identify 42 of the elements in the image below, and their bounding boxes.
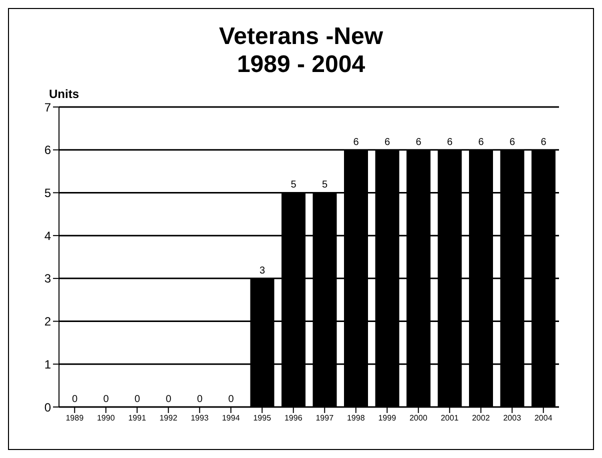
- x-tick-label: 1990: [96, 414, 116, 423]
- x-tick-label: 1998: [346, 414, 366, 423]
- data-label: 3: [259, 265, 266, 276]
- data-label: 6: [509, 136, 516, 148]
- data-label: 0: [134, 394, 140, 405]
- data-label: 5: [290, 180, 297, 191]
- data-label: 6: [478, 136, 484, 148]
- x-tick-label: 1993: [190, 414, 210, 423]
- data-label: 6: [446, 136, 453, 148]
- x-tick-label: 1997: [316, 414, 334, 423]
- data-label: 6: [540, 136, 547, 148]
- x-tick-label: 1996: [284, 414, 303, 423]
- x-tick-label: 2001: [440, 414, 460, 423]
- x-tick-label: 2004: [534, 414, 553, 423]
- data-label: 6: [384, 136, 390, 148]
- x-tick-label: 2000: [409, 414, 428, 423]
- x-tick-label: 1999: [378, 414, 397, 423]
- y-axis-title: Units: [49, 87, 79, 101]
- data-label: 0: [72, 394, 78, 405]
- x-tick-label: 1989: [66, 414, 84, 423]
- x-tick-label: 2002: [472, 414, 490, 423]
- data-label: 5: [322, 180, 328, 191]
- y-tick-label: 0: [44, 400, 52, 414]
- y-tick-label: 2: [44, 314, 52, 329]
- data-label: 0: [166, 394, 172, 405]
- y-tick-label: 7: [44, 100, 52, 114]
- y-tick-label: 4: [44, 228, 52, 243]
- data-label: 0: [228, 394, 234, 405]
- y-tick-label: 5: [44, 186, 52, 200]
- x-tick-label: 1991: [128, 414, 147, 423]
- data-label: 6: [416, 136, 422, 148]
- y-tick-label: 6: [44, 143, 52, 158]
- chart-title: Veterans -New 1989 - 2004: [218, 23, 384, 79]
- x-tick-label: 1992: [159, 414, 178, 423]
- data-label: 0: [196, 394, 203, 405]
- data-label: 6: [353, 136, 360, 148]
- x-tick-label: 2003: [503, 414, 522, 423]
- data-label: 0: [103, 394, 110, 405]
- x-tick-label: 1995: [253, 414, 272, 423]
- y-tick-label: 1: [44, 357, 52, 372]
- x-tick-label: 1994: [222, 414, 240, 423]
- y-tick-label: 3: [44, 272, 52, 286]
